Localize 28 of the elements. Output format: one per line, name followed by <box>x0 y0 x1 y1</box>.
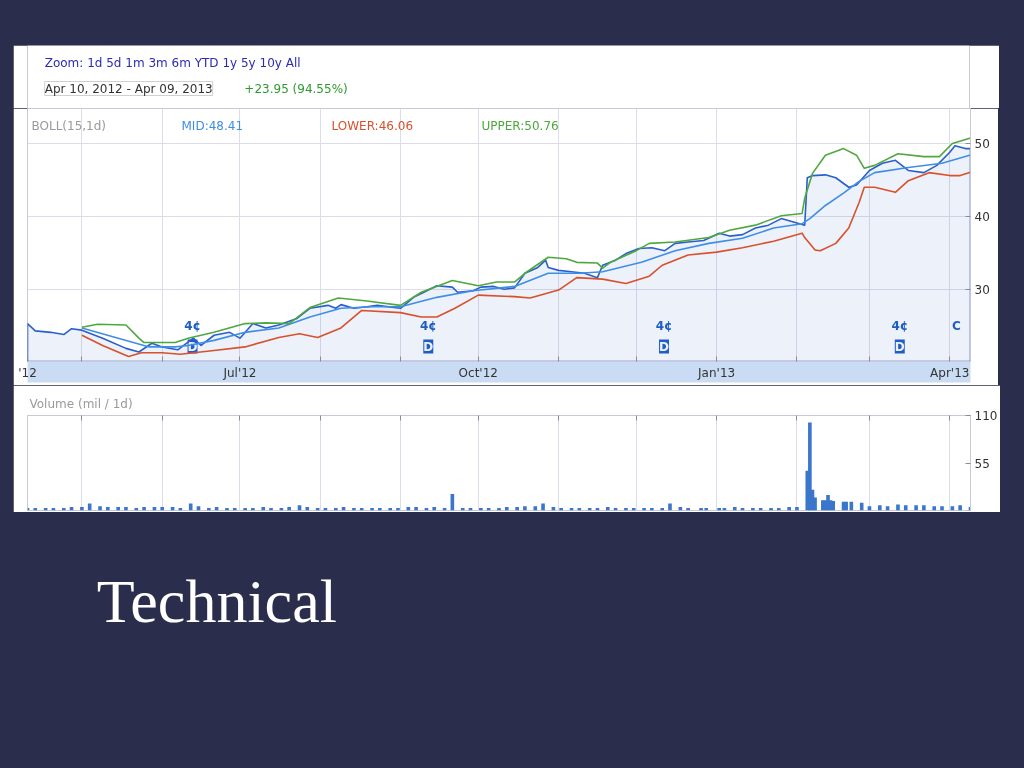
text: +23.95 (94.55%) <box>244 81 348 96</box>
annotation: 4¢ <box>655 318 673 333</box>
annotation: 4¢ <box>891 318 909 333</box>
annotation: D <box>659 339 670 354</box>
annotation: 4¢ <box>419 318 437 333</box>
annotation: 4¢ <box>184 318 201 333</box>
annotation: D <box>423 339 434 354</box>
legend-title: BOLL(15,1d) <box>31 118 107 133</box>
x-tick-label: Apr'13 <box>930 365 970 380</box>
text: Zoom: 1d 5d 1m 3m 6m YTD 1y 5y 10y All <box>44 55 301 70</box>
chart-title: Volume (mil / 1d) <box>29 396 133 411</box>
y-tick-label: 40 <box>974 209 990 224</box>
x-tick-label: Jan'13 <box>697 365 736 380</box>
y-tick-label: 110 <box>974 409 998 423</box>
x-tick-label: '12 <box>18 365 37 380</box>
text: MID:48.41 <box>181 118 244 133</box>
y-tick-label: 30 <box>974 282 990 297</box>
annotation: C <box>951 318 961 333</box>
x-tick-label: Jul'12 <box>222 365 257 380</box>
text: LOWER:46.06 <box>331 118 414 133</box>
x-tick-label: Oct'12 <box>458 365 498 380</box>
y-tick-label: 55 <box>974 456 990 471</box>
y-tick-label: 50 <box>974 137 990 151</box>
annotation: D <box>894 339 905 354</box>
chart-subtitle: Apr 10, 2012 - Apr 09, 2013 <box>44 81 213 96</box>
text: UPPER:50.76 <box>481 118 559 133</box>
annotation: D <box>187 339 198 354</box>
text: Technical <box>96 566 337 635</box>
